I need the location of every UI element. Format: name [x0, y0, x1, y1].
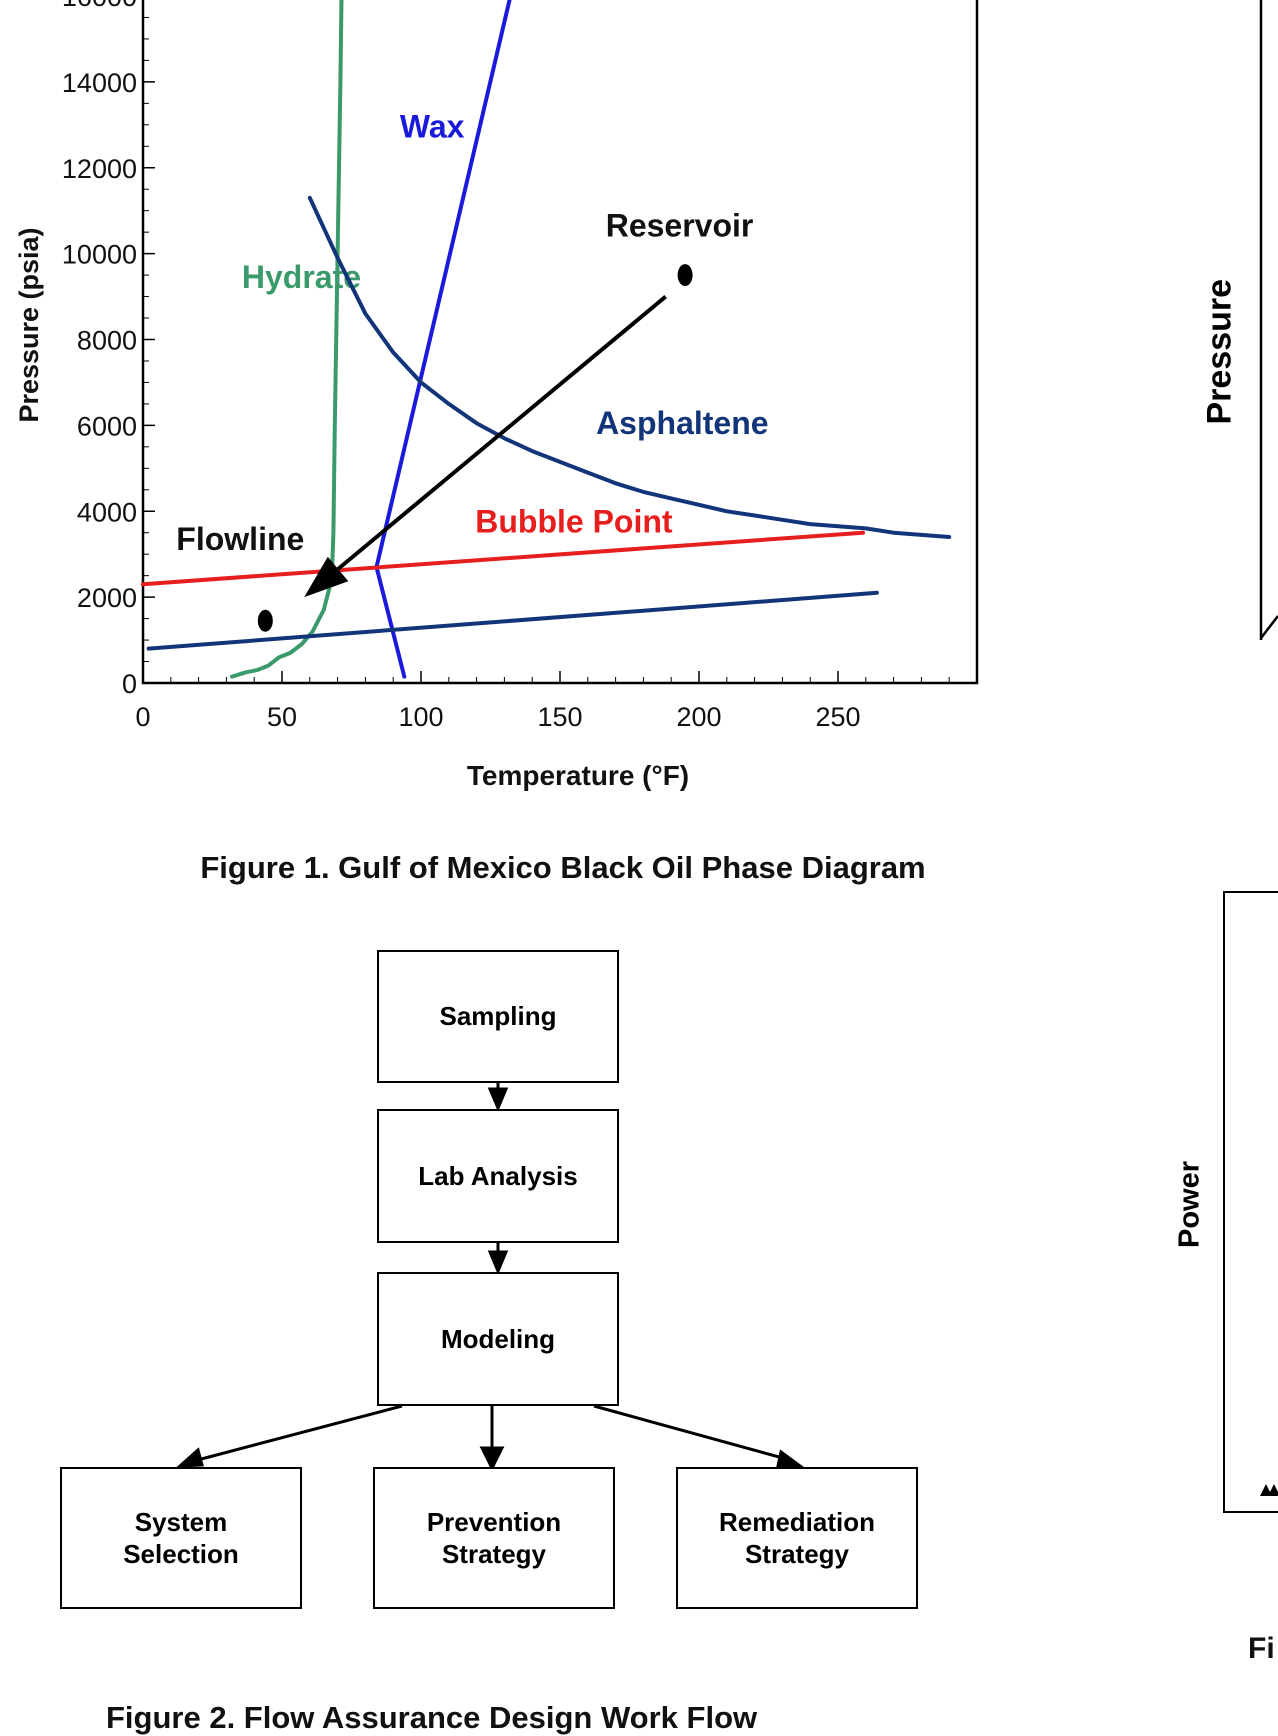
series-label-hydrate: Hydrate [242, 259, 361, 295]
flowchart-box-remediation-strategy: Remediation Strategy [676, 1467, 918, 1609]
series-line-asphaltene [307, 195, 952, 539]
x-tick-label: 50 [267, 702, 297, 732]
x-tick-label: 200 [676, 702, 721, 732]
phase-diagram-chart: 0 50 100 150 200 250 0 2000 4000 6000 8000 10000 120… [14, 0, 979, 791]
series-label-wax: Wax [400, 109, 465, 145]
arrowhead-modeling [487, 1250, 509, 1275]
series-line-bubble-point [141, 530, 865, 587]
flowchart-connectors [175, 1083, 805, 1472]
flowchart-box-system-selection: System Selection [60, 1467, 302, 1609]
right-figure-fragments [1223, 0, 1278, 1513]
plot-frame [141, 0, 979, 685]
flowchart-box-lab-analysis: Lab Analysis [377, 1109, 619, 1243]
data-markers: Reservoir Flowline [176, 207, 754, 632]
y-tick-label: 4000 [77, 497, 137, 527]
series-lines: Hydrate Wax Asphaltene Bubble Point [141, 0, 952, 679]
x-tick-label: 250 [815, 702, 860, 732]
arrowhead-lab [487, 1087, 509, 1112]
path-arrow-shaft [336, 295, 667, 571]
x-tick-label: 100 [398, 702, 443, 732]
x-tick-label: 150 [537, 702, 582, 732]
y-tick-label: 8000 [77, 326, 137, 356]
y-tick-label: 16000 [62, 0, 137, 12]
power-plot-frame [1223, 891, 1278, 1513]
power-plot-marker [1260, 1484, 1272, 1496]
y-tick-label: 2000 [77, 583, 137, 613]
pressure-axis-label: Pressure [1200, 278, 1239, 425]
series-label-bubble-point: Bubble Point [475, 504, 673, 540]
power-axis-label: Power [1173, 1160, 1206, 1249]
y-tick-label: 6000 [77, 411, 137, 441]
flowchart-box-sampling: Sampling [377, 950, 619, 1083]
pressure-plot-curve [1260, 615, 1278, 639]
connector-modeling-system [189, 1404, 403, 1464]
y-tick-label: 14000 [62, 68, 137, 98]
axis-tick-labels: 0 50 100 150 200 250 0 2000 4000 6000 8000 10000 120… [62, 0, 861, 732]
axis-ticks [142, 16, 950, 684]
y-tick-label: 12000 [62, 154, 137, 184]
series-line-hydrate [230, 0, 344, 679]
connector-modeling-remediation [593, 1404, 791, 1462]
arrowhead-remediation [776, 1449, 805, 1468]
flowchart-box-modeling: Modeling [377, 1272, 619, 1406]
y-tick-label: 0 [122, 669, 137, 699]
arrowhead-prevention [479, 1446, 505, 1472]
marker-flowline [257, 609, 273, 632]
marker-label-flowline: Flowline [176, 521, 304, 557]
path-arrow-head [304, 556, 349, 598]
y-tick-label: 10000 [62, 240, 137, 270]
x-axis-label: Temperature (°F) [467, 760, 689, 791]
power-plot-marker [1268, 1484, 1278, 1496]
marker-label-reservoir: Reservoir [606, 207, 754, 243]
figure-2-caption: Figure 2. Flow Assurance Design Work Flo… [106, 1700, 758, 1735]
right-figure-caption-fragment: Fi [1248, 1632, 1275, 1665]
series-label-asphaltene: Asphaltene [596, 405, 768, 441]
figure-1-caption: Figure 1. Gulf of Mexico Black Oil Phase… [200, 850, 926, 885]
x-tick-label: 0 [135, 702, 150, 732]
y-axis-label: Pressure (psia) [14, 227, 44, 422]
series-line-wax [374, 0, 512, 679]
arrowhead-system [175, 1447, 204, 1468]
series-line-reference [146, 590, 879, 651]
flowchart-box-prevention-strategy: Prevention Strategy [373, 1467, 615, 1609]
marker-reservoir [677, 264, 693, 287]
